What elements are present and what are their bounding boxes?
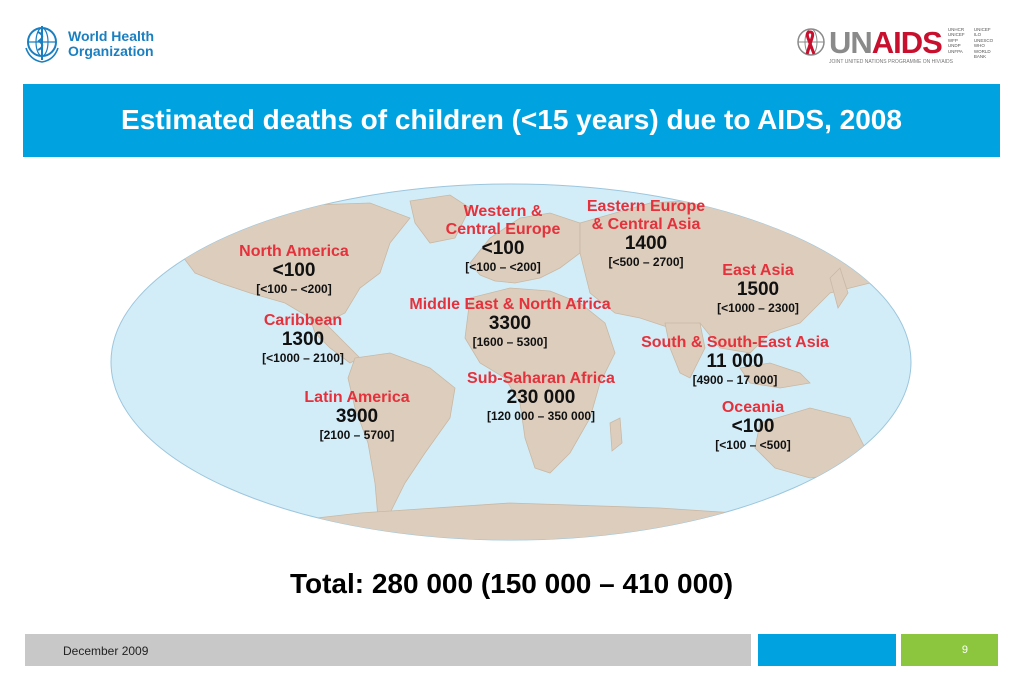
region-name: Caribbean bbox=[263, 312, 343, 329]
region-range: [<100 – <200] bbox=[256, 282, 332, 296]
unaids-un: UN bbox=[829, 25, 873, 60]
land-greenland bbox=[409, 194, 471, 244]
unaids-logo: UNAIDS JOINT UNITED NATIONS PROGRAMME ON… bbox=[796, 25, 1000, 65]
region-range: [<100 – <500] bbox=[715, 438, 791, 452]
footer-date: December 2009 bbox=[63, 644, 149, 658]
region-eastern-europe-central-asia: Eastern Europe & Central Asia 1400 [<500… bbox=[587, 198, 705, 270]
sponsor-item: UNFPA bbox=[947, 48, 963, 54]
region-sub-saharan-africa: Sub-Saharan Africa 230 000 [120 000 – 35… bbox=[467, 370, 615, 424]
sponsor-item: UNICEF bbox=[947, 32, 965, 37]
sponsor-item: UNHCR bbox=[947, 26, 965, 32]
region-value: <100 bbox=[272, 260, 316, 281]
footer-green-block: 9 bbox=[901, 634, 998, 666]
region-latin-america: Latin America 3900 [2100 – 5700] bbox=[304, 389, 409, 443]
region-range: [120 000 – 350 000] bbox=[486, 409, 596, 423]
land-india bbox=[664, 322, 706, 379]
region-south-south-east-asia: South & South-East Asia 11 000 [4900 – 1… bbox=[641, 334, 829, 388]
region-caribbean: Caribbean 1300 [<1000 – 2100] bbox=[262, 312, 344, 366]
who-name: World Health Organization bbox=[68, 29, 154, 59]
sponsor-item: UNESCO bbox=[973, 37, 994, 43]
who-logo: World Health Organization bbox=[22, 22, 154, 66]
region-name-line1: Eastern Europe bbox=[586, 198, 706, 215]
region-range: [4900 – 17 000] bbox=[692, 373, 778, 387]
region-name: Oceania bbox=[721, 399, 785, 416]
who-emblem-icon bbox=[25, 26, 59, 63]
region-value: 3300 bbox=[488, 313, 532, 334]
sponsor-item: ILO bbox=[973, 32, 982, 37]
region-east-asia: East Asia 1500 [<1000 – 2300] bbox=[717, 262, 799, 316]
land-south-america bbox=[347, 352, 456, 519]
footer-blue-block bbox=[758, 634, 896, 666]
region-value: 230 000 bbox=[506, 387, 576, 408]
footer-bar: December 2009 bbox=[25, 634, 751, 666]
slide-title: Estimated deaths of children (<15 years)… bbox=[121, 104, 902, 135]
region-name: Middle East & North Africa bbox=[409, 296, 611, 313]
region-range: [<1000 – 2100] bbox=[262, 351, 344, 365]
region-western-central-europe: Western & Central Europe <100 [<100 – <2… bbox=[446, 203, 561, 275]
region-name: Sub-Saharan Africa bbox=[467, 370, 615, 387]
unaids-wordmark: UNAIDS bbox=[829, 25, 943, 60]
region-name: East Asia bbox=[722, 262, 794, 279]
region-name: Latin America bbox=[304, 389, 410, 406]
region-value: 1500 bbox=[736, 279, 780, 300]
land-new-zealand bbox=[884, 472, 901, 504]
region-range: [<1000 – 2300] bbox=[717, 301, 799, 315]
who-name-line1: World Health bbox=[68, 28, 155, 44]
region-name: South & South-East Asia bbox=[641, 334, 829, 351]
sponsor-item: WHO bbox=[973, 43, 985, 48]
region-value: 1400 bbox=[624, 233, 668, 254]
title-bar: Estimated deaths of children (<15 years)… bbox=[23, 84, 1000, 157]
region-value: 11 000 bbox=[706, 351, 764, 372]
region-name: North America bbox=[239, 243, 349, 260]
region-range: [2100 – 5700] bbox=[319, 428, 395, 442]
region-value: <100 bbox=[731, 416, 775, 437]
region-value: 3900 bbox=[335, 406, 379, 427]
region-value: 1300 bbox=[281, 329, 325, 350]
sponsor-item: WFP bbox=[947, 37, 958, 43]
total-deaths: Total: 280 000 (150 000 – 410 000) bbox=[289, 568, 734, 599]
land-madagascar bbox=[609, 417, 623, 452]
land-sea-islands bbox=[739, 362, 811, 389]
sponsor-item: UNICEF bbox=[973, 26, 991, 32]
world-map bbox=[110, 183, 912, 541]
land-north-america bbox=[179, 202, 411, 324]
sponsor-item: UNDP bbox=[947, 43, 961, 48]
unaids-ribbon-icon bbox=[797, 28, 825, 56]
region-middle-east-north-africa: Middle East & North Africa 3300 [1600 – … bbox=[409, 296, 610, 350]
region-name-line2: Central Europe bbox=[445, 221, 561, 238]
unaids-tagline: JOINT UNITED NATIONS PROGRAMME ON HIV/AI… bbox=[829, 59, 953, 65]
region-range: [<500 – 2700] bbox=[608, 255, 684, 269]
land-africa bbox=[464, 287, 616, 474]
sponsor-item: WORLD BANK bbox=[973, 48, 991, 60]
region-oceania: Oceania <100 [<100 – <500] bbox=[715, 399, 790, 453]
region-range: [1600 – 5300] bbox=[472, 335, 548, 349]
region-name-line2: & Central Asia bbox=[591, 216, 701, 233]
region-range: [<100 – <200] bbox=[465, 260, 541, 274]
unaids-aids: AIDS bbox=[871, 25, 943, 60]
region-name-line1: Western & bbox=[463, 203, 543, 220]
land-europe bbox=[469, 212, 581, 284]
land-japan bbox=[829, 267, 849, 309]
region-north-america: North America <100 [<100 – <200] bbox=[239, 243, 349, 297]
region-value: <100 bbox=[481, 238, 525, 259]
who-name-line2: Organization bbox=[68, 43, 154, 59]
unaids-sponsors: UNHCR UNICEF UNICEF ILO WFP UNESCO UNDP … bbox=[948, 27, 1000, 60]
page-number: 9 bbox=[961, 644, 968, 656]
